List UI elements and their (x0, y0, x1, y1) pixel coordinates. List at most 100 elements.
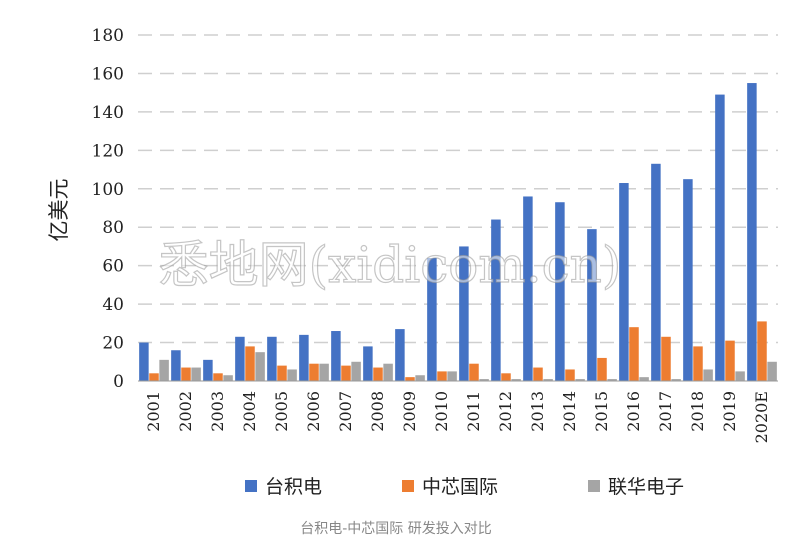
x-tick-label: 2020E (752, 391, 771, 443)
bar-台积电-2014 (555, 202, 565, 381)
bar-台积电-2010 (427, 257, 437, 381)
x-tick-label: 2014 (560, 391, 579, 432)
y-tick-label: 180 (92, 26, 124, 46)
bar-台积电-2012 (491, 219, 501, 381)
bar-联华电子-2007 (351, 361, 361, 381)
bar-台积电-2011 (459, 246, 469, 381)
bar-联华电子-2010 (447, 371, 457, 381)
bar-台积电-2017 (651, 163, 661, 381)
bar-台积电-2013 (523, 196, 533, 381)
bar-联华电子-2015 (607, 379, 617, 381)
bar-联华电子-2005 (287, 369, 297, 381)
bar-台积电-2009 (395, 329, 405, 381)
bar-台积电-2015 (587, 229, 597, 381)
bar-联华电子-2001 (159, 359, 169, 381)
bar-联华电子-2020E (767, 361, 777, 381)
bar-联华电子-2004 (255, 352, 265, 381)
bar-中芯国际-2009 (405, 377, 415, 381)
watermark: 悉地网(xidicom.cn) (159, 236, 622, 294)
bar-中芯国际-2008 (373, 367, 383, 381)
bar-联华电子-2008 (383, 363, 393, 381)
bar-联华电子-2017 (671, 379, 681, 381)
bar-联华电子-2011 (479, 379, 489, 381)
bar-中芯国际-2007 (341, 365, 351, 381)
legend-label: 联华电子 (608, 476, 684, 498)
y-tick-label: 160 (92, 64, 124, 84)
x-tick-label: 2004 (240, 391, 259, 432)
bar-联华电子-2009 (415, 375, 425, 381)
legend-swatch (588, 480, 600, 492)
y-axis-label: 亿美元 (47, 179, 71, 242)
bar-联华电子-2012 (511, 379, 521, 381)
y-tick-label: 60 (102, 257, 124, 277)
bar-中芯国际-2017 (661, 336, 671, 381)
figure-caption: 台积电-中芯国际 研发投入对比 (300, 521, 492, 537)
x-tick-label: 2010 (432, 391, 451, 432)
bar-中芯国际-2013 (533, 367, 543, 381)
bar-联华电子-2003 (223, 375, 233, 381)
x-tick-label: 2012 (496, 391, 515, 432)
x-tick-label: 2016 (624, 391, 643, 432)
x-tick-label: 2013 (528, 391, 547, 432)
bar-台积电-2005 (267, 336, 277, 381)
bar-中芯国际-2011 (469, 363, 479, 381)
bar-联华电子-2013 (543, 379, 553, 381)
bar-中芯国际-2015 (597, 357, 607, 381)
x-tick-label: 2019 (720, 391, 739, 432)
bar-联华电子-2006 (319, 363, 329, 381)
bar-中芯国际-2005 (277, 365, 287, 381)
x-tick-label: 2002 (176, 391, 195, 432)
x-tick-label: 2005 (272, 391, 291, 432)
x-tick-label: 2006 (304, 391, 323, 432)
bar-中芯国际-2020E (757, 321, 767, 381)
bar-联华电子-2018 (703, 369, 713, 381)
x-tick-label: 2011 (464, 391, 483, 432)
bar-中芯国际-2001 (149, 373, 159, 381)
x-tick-label: 2008 (368, 391, 387, 432)
bar-中芯国际-2006 (309, 363, 319, 381)
bar-台积电-2002 (171, 350, 181, 381)
bars (139, 83, 777, 382)
y-tick-label: 120 (92, 141, 124, 161)
legend-swatch (402, 480, 414, 492)
gridlines (138, 34, 778, 344)
x-tick-label: 2003 (208, 391, 227, 432)
bar-联华电子-2014 (575, 379, 585, 381)
x-tick-label: 2015 (592, 391, 611, 432)
bar-联华电子-2019 (735, 371, 745, 381)
x-tick-label: 2018 (688, 391, 707, 432)
bar-中芯国际-2014 (565, 369, 575, 381)
bar-中芯国际-2002 (181, 367, 191, 381)
bar-台积电-2019 (715, 94, 725, 381)
legend-label: 台积电 (265, 476, 322, 498)
bar-台积电-2018 (683, 179, 693, 381)
y-tick-label: 40 (102, 295, 124, 315)
bar-台积电-2008 (363, 346, 373, 381)
legend-swatch (245, 480, 257, 492)
x-tick-label: 2017 (656, 391, 675, 432)
bar-联华电子-2002 (191, 367, 201, 381)
bar-中芯国际-2004 (245, 346, 255, 381)
y-tick-label: 0 (113, 372, 124, 392)
x-tick-label: 2009 (400, 391, 419, 432)
y-tick-label: 100 (92, 180, 124, 200)
legend-label: 中芯国际 (422, 476, 498, 498)
y-axis-ticks: 0 20 40 60 80 100 120 140 160 180 (92, 26, 124, 392)
y-tick-label: 140 (92, 103, 124, 123)
bar-中芯国际-2016 (629, 327, 639, 381)
bar-中芯国际-2012 (501, 373, 511, 381)
bar-台积电-2001 (139, 342, 149, 381)
legend: 台积电 中芯国际 联华电子 (245, 476, 684, 498)
bar-中芯国际-2003 (213, 373, 223, 381)
bar-台积电-2003 (203, 359, 213, 381)
x-tick-label: 2007 (336, 391, 355, 432)
bar-台积电-2016 (619, 183, 629, 381)
bar-台积电-2006 (299, 334, 309, 381)
bar-中芯国际-2010 (437, 371, 447, 381)
bar-联华电子-2016 (639, 377, 649, 381)
x-axis-ticks: 2001 2002 2003 2004 2005 2006 2007 2008 2009 2010… (144, 391, 771, 443)
y-tick-label: 80 (102, 218, 124, 238)
bar-中芯国际-2018 (693, 346, 703, 381)
bar-台积电-2020E (747, 83, 757, 382)
